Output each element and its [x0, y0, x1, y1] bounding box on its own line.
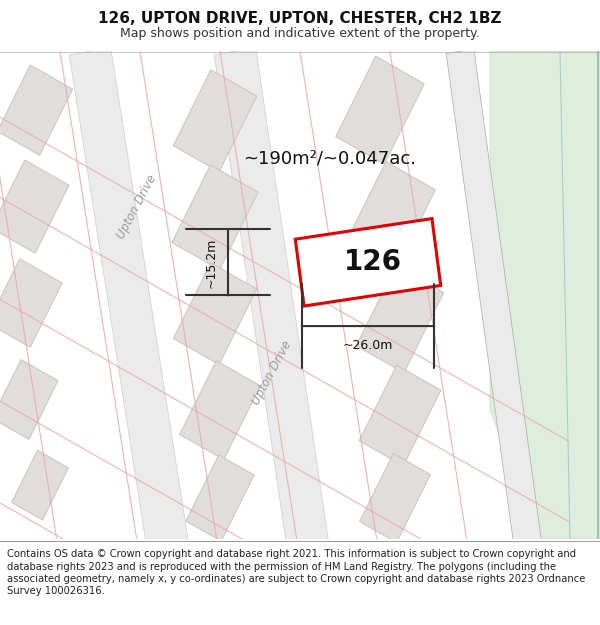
- Polygon shape: [173, 70, 257, 172]
- Polygon shape: [69, 48, 191, 564]
- Text: ~190m²/~0.047ac.: ~190m²/~0.047ac.: [244, 149, 416, 168]
- Text: Contains OS data © Crown copyright and database right 2021. This information is : Contains OS data © Crown copyright and d…: [7, 549, 586, 596]
- Polygon shape: [446, 49, 544, 562]
- Polygon shape: [490, 51, 600, 539]
- Polygon shape: [295, 219, 441, 306]
- Polygon shape: [0, 259, 62, 348]
- Polygon shape: [359, 365, 441, 466]
- Text: Map shows position and indicative extent of the property.: Map shows position and indicative extent…: [120, 27, 480, 40]
- Text: Upton Drive: Upton Drive: [250, 339, 295, 407]
- Polygon shape: [344, 162, 436, 273]
- Polygon shape: [179, 361, 260, 459]
- Polygon shape: [172, 165, 258, 270]
- Text: 126: 126: [344, 248, 402, 276]
- Polygon shape: [356, 266, 444, 373]
- Polygon shape: [11, 451, 68, 520]
- Text: ~15.2m: ~15.2m: [205, 237, 218, 288]
- Text: ~26.0m: ~26.0m: [343, 339, 393, 352]
- Polygon shape: [0, 359, 58, 439]
- Text: 126, UPTON DRIVE, UPTON, CHESTER, CH2 1BZ: 126, UPTON DRIVE, UPTON, CHESTER, CH2 1B…: [98, 11, 502, 26]
- Polygon shape: [214, 48, 331, 564]
- Polygon shape: [173, 263, 257, 364]
- Polygon shape: [359, 453, 430, 542]
- Polygon shape: [0, 65, 73, 156]
- Polygon shape: [0, 160, 69, 253]
- Text: Upton Drive: Upton Drive: [115, 173, 160, 241]
- Polygon shape: [186, 455, 254, 541]
- Polygon shape: [336, 56, 424, 164]
